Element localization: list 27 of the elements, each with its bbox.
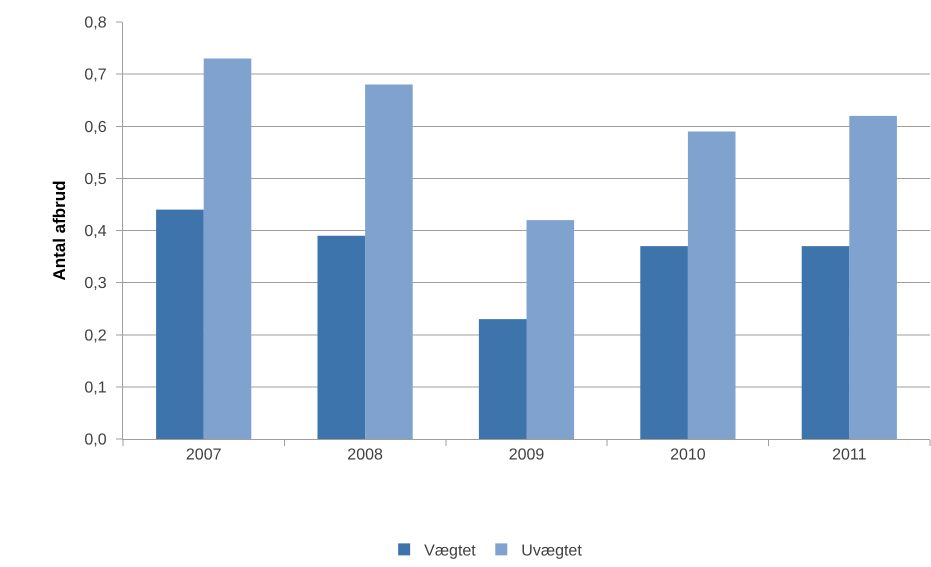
- bar: [478, 319, 526, 439]
- y-tick-label: 0,7: [84, 66, 107, 84]
- bar: [365, 84, 413, 439]
- legend-label: Vægtet: [424, 542, 476, 560]
- x-tick-label: 2008: [347, 446, 383, 464]
- bar: [204, 58, 252, 439]
- bar: [156, 210, 204, 439]
- y-tick-label: 0,5: [84, 170, 107, 188]
- bar: [317, 236, 366, 439]
- y-tick-label: 0,6: [84, 118, 107, 136]
- y-tick-label: 0,4: [84, 223, 107, 240]
- legend-label: Uvægtet: [521, 542, 582, 560]
- bar: [526, 220, 574, 439]
- y-tick-label: 0,2: [84, 327, 107, 344]
- x-tick-label: 2007: [186, 446, 222, 464]
- y-tick-label: 0,8: [84, 14, 107, 32]
- x-tick-label: 2010: [670, 446, 706, 464]
- bar: [640, 246, 688, 439]
- bar: [802, 246, 850, 439]
- y-axis-title: Antal afbrud: [50, 180, 69, 281]
- y-tick-label: 0,3: [84, 275, 107, 292]
- bar: [688, 131, 736, 439]
- x-tick-label: 2011: [832, 446, 867, 464]
- y-tick-label: 0,0: [84, 432, 107, 449]
- bar: [849, 116, 897, 439]
- x-tick-label: 2009: [508, 446, 544, 464]
- y-tick-label: 0,1: [84, 379, 107, 396]
